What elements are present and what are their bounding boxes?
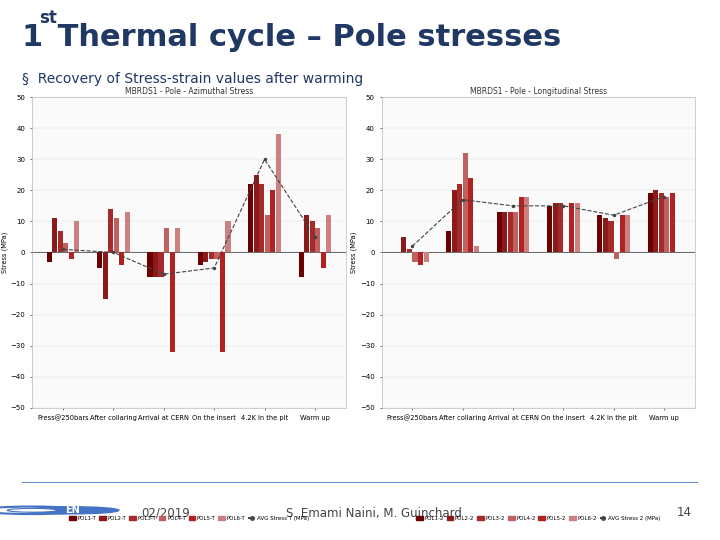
Bar bbox=[58, 231, 63, 253]
Bar bbox=[259, 184, 264, 253]
Bar bbox=[63, 243, 68, 253]
Bar bbox=[114, 218, 119, 253]
Bar bbox=[209, 253, 214, 259]
Bar bbox=[469, 178, 474, 253]
Bar bbox=[418, 253, 423, 265]
Bar bbox=[474, 246, 479, 253]
Bar bbox=[413, 253, 418, 262]
Bar bbox=[310, 221, 315, 253]
Bar bbox=[52, 218, 58, 253]
Bar bbox=[519, 197, 524, 253]
Bar bbox=[153, 253, 158, 278]
Circle shape bbox=[7, 509, 58, 512]
Bar bbox=[203, 253, 208, 262]
Bar bbox=[158, 253, 163, 278]
Bar bbox=[198, 253, 203, 265]
Bar bbox=[558, 203, 563, 253]
Text: 1: 1 bbox=[22, 23, 43, 52]
Bar bbox=[457, 184, 462, 253]
Bar bbox=[220, 253, 225, 352]
Bar bbox=[265, 215, 270, 253]
Bar bbox=[248, 184, 253, 253]
Bar bbox=[225, 221, 230, 253]
Legend: POL1-2, POL2-2, POL3-2, POL4-2, POL5-2, POL6-2, AVG Stress 2 (MPa): POL1-2, POL2-2, POL3-2, POL4-2, POL5-2, … bbox=[414, 514, 662, 523]
Text: S. Emami Naini, M. Guinchard: S. Emami Naini, M. Guinchard bbox=[287, 507, 462, 519]
Bar bbox=[665, 197, 670, 253]
Text: Thermal cycle – Pole stresses: Thermal cycle – Pole stresses bbox=[47, 23, 561, 52]
Bar bbox=[108, 209, 113, 253]
Bar bbox=[463, 153, 468, 253]
Bar bbox=[502, 212, 508, 253]
Bar bbox=[608, 221, 613, 253]
Bar bbox=[625, 215, 630, 253]
Bar bbox=[170, 253, 175, 352]
Text: EN: EN bbox=[65, 505, 79, 515]
Bar bbox=[648, 193, 653, 253]
Bar bbox=[670, 193, 675, 253]
Bar bbox=[552, 203, 557, 253]
Bar bbox=[598, 215, 603, 253]
Bar bbox=[148, 253, 153, 278]
Bar bbox=[270, 191, 276, 253]
Bar bbox=[299, 253, 304, 278]
Title: MBRDS1 - Pole - Azimuthal Stress: MBRDS1 - Pole - Azimuthal Stress bbox=[125, 87, 253, 97]
Y-axis label: Stress (MPa): Stress (MPa) bbox=[351, 232, 357, 273]
Text: 02/2019: 02/2019 bbox=[141, 507, 190, 519]
Bar bbox=[547, 206, 552, 253]
Bar bbox=[653, 191, 658, 253]
Text: §  Recovery of Stress-strain values after warming: § Recovery of Stress-strain values after… bbox=[22, 72, 363, 86]
Bar bbox=[401, 237, 407, 253]
Bar bbox=[614, 253, 619, 259]
Bar bbox=[164, 228, 169, 253]
Bar bbox=[619, 215, 625, 253]
Circle shape bbox=[0, 507, 83, 514]
Bar bbox=[253, 175, 258, 253]
Bar bbox=[69, 253, 74, 259]
Bar bbox=[315, 228, 320, 253]
Bar bbox=[659, 193, 664, 253]
Bar bbox=[569, 203, 575, 253]
Title: MBRDS1 - Pole - Longitudinal Stress: MBRDS1 - Pole - Longitudinal Stress bbox=[469, 87, 607, 97]
Text: 14: 14 bbox=[676, 507, 691, 519]
Bar bbox=[74, 221, 79, 253]
Bar bbox=[215, 253, 220, 259]
Bar bbox=[320, 253, 326, 268]
Bar bbox=[276, 134, 281, 253]
Bar bbox=[513, 212, 518, 253]
Bar bbox=[575, 203, 580, 253]
Bar bbox=[304, 215, 309, 253]
Bar bbox=[451, 191, 457, 253]
Bar bbox=[102, 253, 108, 299]
Bar bbox=[47, 253, 52, 262]
Bar bbox=[175, 228, 180, 253]
Legend: POL1-T, POL2-T, POL3-T, POL4-T, POL5-T, POL6-T, AVG Stress T (MPa): POL1-T, POL2-T, POL3-T, POL4-T, POL5-T, … bbox=[67, 514, 311, 523]
Bar bbox=[524, 197, 529, 253]
Bar bbox=[508, 212, 513, 253]
Bar bbox=[125, 212, 130, 253]
Circle shape bbox=[25, 507, 119, 514]
Y-axis label: Stress (MPa): Stress (MPa) bbox=[1, 232, 8, 273]
Bar bbox=[326, 215, 331, 253]
Bar bbox=[603, 218, 608, 253]
Bar bbox=[497, 212, 502, 253]
Bar bbox=[446, 231, 451, 253]
Bar bbox=[407, 249, 412, 253]
Bar bbox=[120, 253, 125, 265]
Bar bbox=[423, 253, 428, 262]
Bar bbox=[97, 253, 102, 268]
Text: st: st bbox=[40, 10, 58, 28]
